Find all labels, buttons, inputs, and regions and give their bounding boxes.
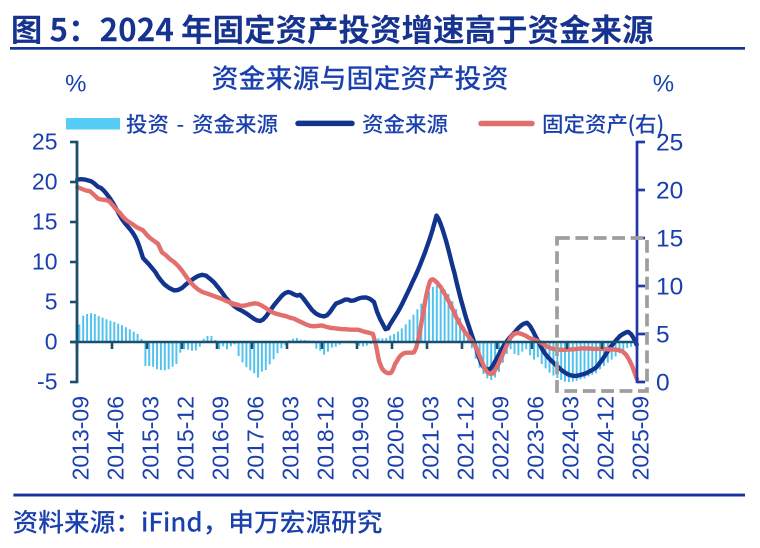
svg-text:2015-03: 2015-03 <box>137 396 163 480</box>
svg-text:2018-03: 2018-03 <box>277 396 303 480</box>
svg-text:20: 20 <box>656 177 683 204</box>
svg-text:2016-09: 2016-09 <box>207 396 233 480</box>
svg-text:%: % <box>653 71 674 98</box>
svg-text:20: 20 <box>32 169 58 195</box>
svg-text:2019-09: 2019-09 <box>347 396 373 480</box>
svg-text:2015-12: 2015-12 <box>172 396 198 480</box>
svg-text:0: 0 <box>656 369 670 396</box>
svg-text:2018-12: 2018-12 <box>312 396 338 480</box>
svg-text:25: 25 <box>32 129 58 155</box>
svg-text:10: 10 <box>32 249 58 275</box>
svg-text:2020-06: 2020-06 <box>382 396 408 480</box>
svg-text:2024-12: 2024-12 <box>592 396 618 480</box>
svg-text:2024-03: 2024-03 <box>557 396 583 480</box>
svg-text:2013-09: 2013-09 <box>67 396 93 480</box>
svg-text:2017-06: 2017-06 <box>242 396 268 480</box>
svg-text:2025-09: 2025-09 <box>627 396 653 480</box>
svg-text:2014-06: 2014-06 <box>102 396 128 480</box>
svg-text:15: 15 <box>656 225 683 252</box>
svg-text:5: 5 <box>656 321 670 348</box>
svg-text:25: 25 <box>656 129 683 156</box>
svg-text:2023-06: 2023-06 <box>522 396 548 480</box>
svg-text:0: 0 <box>45 329 58 355</box>
svg-text:10: 10 <box>656 273 683 300</box>
svg-text:2021-03: 2021-03 <box>417 396 443 480</box>
svg-text:2022-09: 2022-09 <box>487 396 513 480</box>
svg-text:%: % <box>65 71 86 98</box>
svg-text:15: 15 <box>32 209 58 235</box>
svg-text:2021-12: 2021-12 <box>452 396 478 480</box>
svg-text:5: 5 <box>45 289 58 315</box>
svg-text:-5: -5 <box>37 369 57 395</box>
